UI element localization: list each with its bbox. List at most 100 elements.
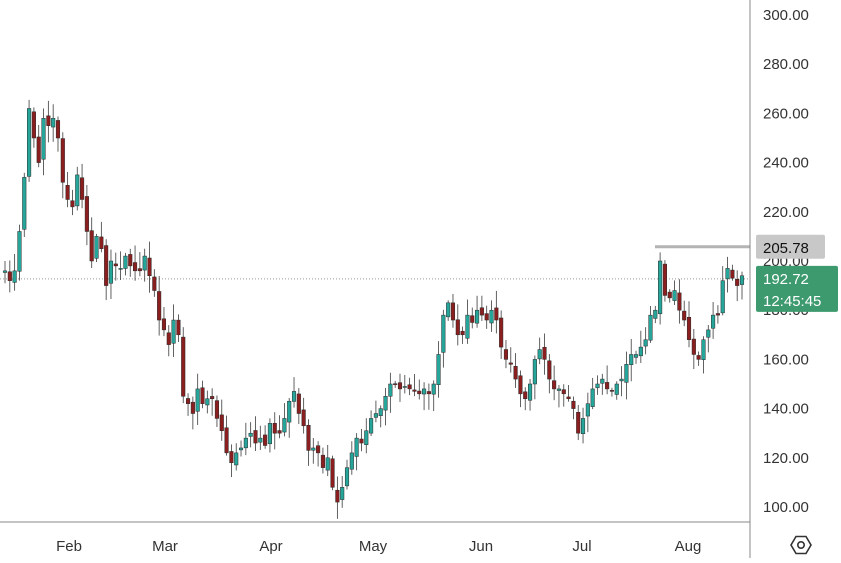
candle-body bbox=[658, 260, 663, 315]
candle-body bbox=[619, 378, 624, 382]
candle-body bbox=[340, 487, 345, 500]
y-tick-label: 160.00 bbox=[763, 351, 809, 368]
last-price-label: 192.72 bbox=[763, 271, 809, 288]
candle-body bbox=[253, 430, 258, 444]
candle-body bbox=[46, 115, 51, 126]
candle-body bbox=[301, 409, 306, 427]
candle-body bbox=[739, 275, 745, 285]
y-tick-label: 120.00 bbox=[763, 450, 809, 467]
candle-body bbox=[219, 414, 224, 431]
candle-body bbox=[325, 457, 330, 471]
candle-body bbox=[677, 292, 682, 311]
candle-body bbox=[499, 317, 504, 348]
candle-body bbox=[176, 319, 181, 336]
candle-body bbox=[523, 391, 528, 400]
candle-body bbox=[335, 489, 340, 503]
candle-body bbox=[142, 255, 147, 271]
y-tick-label: 300.00 bbox=[763, 7, 809, 24]
candle-body bbox=[243, 437, 248, 449]
candle-body bbox=[455, 319, 460, 336]
candle-body bbox=[364, 430, 369, 445]
candle-body bbox=[234, 452, 239, 466]
candle-body bbox=[412, 389, 417, 392]
candle-body bbox=[715, 313, 720, 316]
candle-body bbox=[407, 384, 412, 390]
candle-body bbox=[205, 398, 210, 406]
candle-body bbox=[489, 309, 494, 324]
x-tick-label: Apr bbox=[259, 538, 282, 555]
candle-body bbox=[590, 388, 595, 407]
candle-body bbox=[258, 437, 263, 443]
candle-body bbox=[99, 236, 104, 249]
countdown-label: 12:45:45 bbox=[763, 293, 821, 310]
candle-body bbox=[730, 269, 735, 279]
x-axis-ticks[interactable]: Feb Mar Apr May Jun Jul Aug bbox=[56, 538, 701, 555]
candle-body bbox=[475, 309, 480, 324]
candle-body bbox=[224, 427, 229, 454]
candle-body bbox=[282, 418, 287, 433]
candle-body bbox=[580, 418, 586, 434]
candle-body bbox=[470, 315, 475, 323]
candle-body bbox=[359, 438, 364, 444]
candle-body bbox=[532, 359, 537, 385]
last-price-badge bbox=[756, 265, 838, 312]
candle-body bbox=[306, 424, 311, 451]
candle-body bbox=[479, 307, 484, 316]
candle-body bbox=[735, 279, 740, 286]
candle-body bbox=[316, 445, 321, 454]
candle-body bbox=[161, 318, 167, 331]
candle-body bbox=[537, 349, 542, 360]
candle-body bbox=[585, 403, 590, 417]
candle-body bbox=[287, 400, 292, 423]
candle-body bbox=[75, 174, 80, 207]
candle-body bbox=[291, 391, 297, 402]
candle-body bbox=[84, 196, 89, 232]
candle-body bbox=[576, 412, 581, 434]
candle-body bbox=[296, 393, 301, 414]
candle-body bbox=[118, 268, 123, 270]
candle-body bbox=[422, 388, 427, 395]
candle-body bbox=[263, 434, 268, 446]
candle-body bbox=[662, 263, 667, 296]
candle-body bbox=[503, 349, 509, 360]
candle-body bbox=[214, 400, 219, 419]
candle-body bbox=[157, 291, 162, 321]
candle-body bbox=[542, 346, 547, 360]
candle-body bbox=[441, 314, 446, 353]
candle-body bbox=[725, 268, 730, 280]
candle-body bbox=[508, 362, 513, 365]
candle-body bbox=[369, 418, 374, 434]
candle-body bbox=[104, 245, 109, 286]
candles bbox=[2, 99, 745, 519]
candle-body bbox=[128, 254, 133, 267]
y-axis-ticks[interactable]: 100.00120.00140.00160.00180.00200.00220.… bbox=[763, 7, 809, 516]
candle-body bbox=[51, 118, 56, 128]
candle-body bbox=[94, 236, 99, 259]
candle-body bbox=[344, 467, 350, 487]
candle-body bbox=[393, 383, 398, 385]
candle-body bbox=[595, 383, 600, 389]
candle-body bbox=[431, 383, 436, 395]
candle-body bbox=[147, 257, 152, 277]
candle-body bbox=[277, 430, 282, 434]
x-tick-label: May bbox=[359, 538, 388, 555]
candle-body bbox=[123, 255, 128, 269]
candle-body bbox=[2, 270, 8, 273]
candle-body bbox=[682, 310, 687, 321]
candle-body bbox=[181, 336, 186, 397]
candle-body bbox=[152, 276, 157, 291]
candle-body bbox=[426, 391, 431, 395]
candle-body bbox=[171, 319, 176, 344]
candle-body bbox=[446, 302, 451, 318]
hexagon-settings-icon[interactable] bbox=[790, 535, 812, 555]
candle-body bbox=[701, 339, 706, 360]
candle-body bbox=[638, 346, 643, 357]
candle-body bbox=[494, 307, 499, 321]
candle-body bbox=[436, 354, 441, 385]
candle-body bbox=[373, 413, 378, 418]
candle-body bbox=[60, 138, 65, 183]
x-tick-label: Jul bbox=[572, 538, 591, 555]
candle-body bbox=[272, 422, 277, 434]
